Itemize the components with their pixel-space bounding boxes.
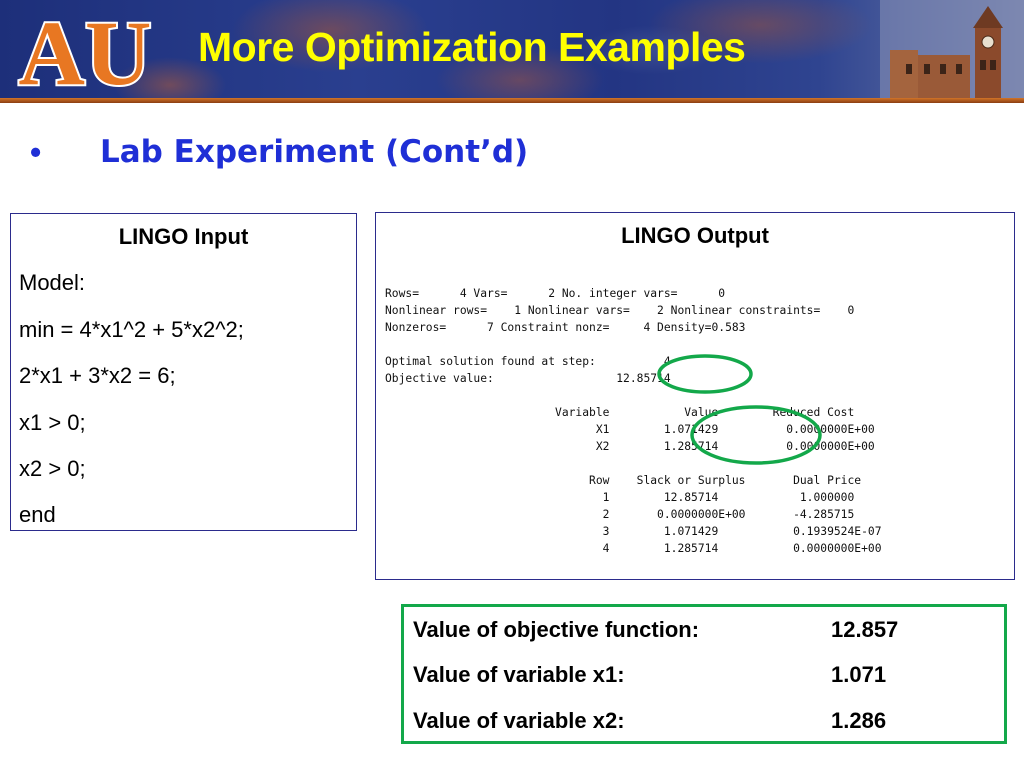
bound-x2-line: x2 > 0;: [19, 456, 86, 481]
summary-label: Value of variable x2:: [413, 708, 625, 733]
slide-subtitle: Lab Experiment (Cont’d): [100, 134, 529, 170]
page-title: More Optimization Examples: [198, 24, 746, 70]
svg-text:AU: AU: [19, 4, 152, 96]
summary-row: Value of objective function: 12.857: [413, 617, 898, 643]
summary-label: Value of objective function:: [413, 617, 700, 642]
banner-texture: [0, 0, 1024, 103]
results-summary-box: Value of objective function: 12.857 Valu…: [401, 604, 1007, 744]
header-banner: AU More Optimization Examples: [0, 0, 1024, 103]
lingo-input-panel: LINGO Input Model: min = 4*x1^2 + 5*x2^2…: [10, 213, 357, 531]
output-panel-title: LINGO Output: [621, 223, 769, 248]
bound-x1-line: x1 > 0;: [19, 410, 86, 435]
summary-value: 1.071: [831, 662, 887, 687]
lingo-output-panel: LINGO Output Rows= 4 Vars= 2 No. integer…: [375, 212, 1015, 580]
summary-row: Value of variable x1: 1.071: [413, 662, 886, 688]
constraint-line: 2*x1 + 3*x2 = 6;: [19, 363, 176, 388]
banner-accent-stripe: [0, 98, 1024, 103]
bullet-icon: •: [30, 134, 42, 170]
auburn-logo: AU: [17, 4, 154, 96]
solver-report: Rows= 4 Vars= 2 No. integer vars= 0 Nonl…: [385, 287, 882, 555]
summary-row: Value of variable x2: 1.286: [413, 708, 886, 734]
end-line: end: [19, 502, 56, 527]
objective-line: min = 4*x1^2 + 5*x2^2;: [19, 317, 244, 342]
clock-tower-icon: [880, 0, 1024, 98]
summary-label: Value of variable x1:: [413, 662, 625, 687]
model-line: Model:: [19, 270, 86, 295]
summary-value: 1.286: [831, 708, 887, 733]
summary-value: 12.857: [831, 617, 899, 642]
input-panel-title: LINGO Input: [118, 224, 249, 249]
